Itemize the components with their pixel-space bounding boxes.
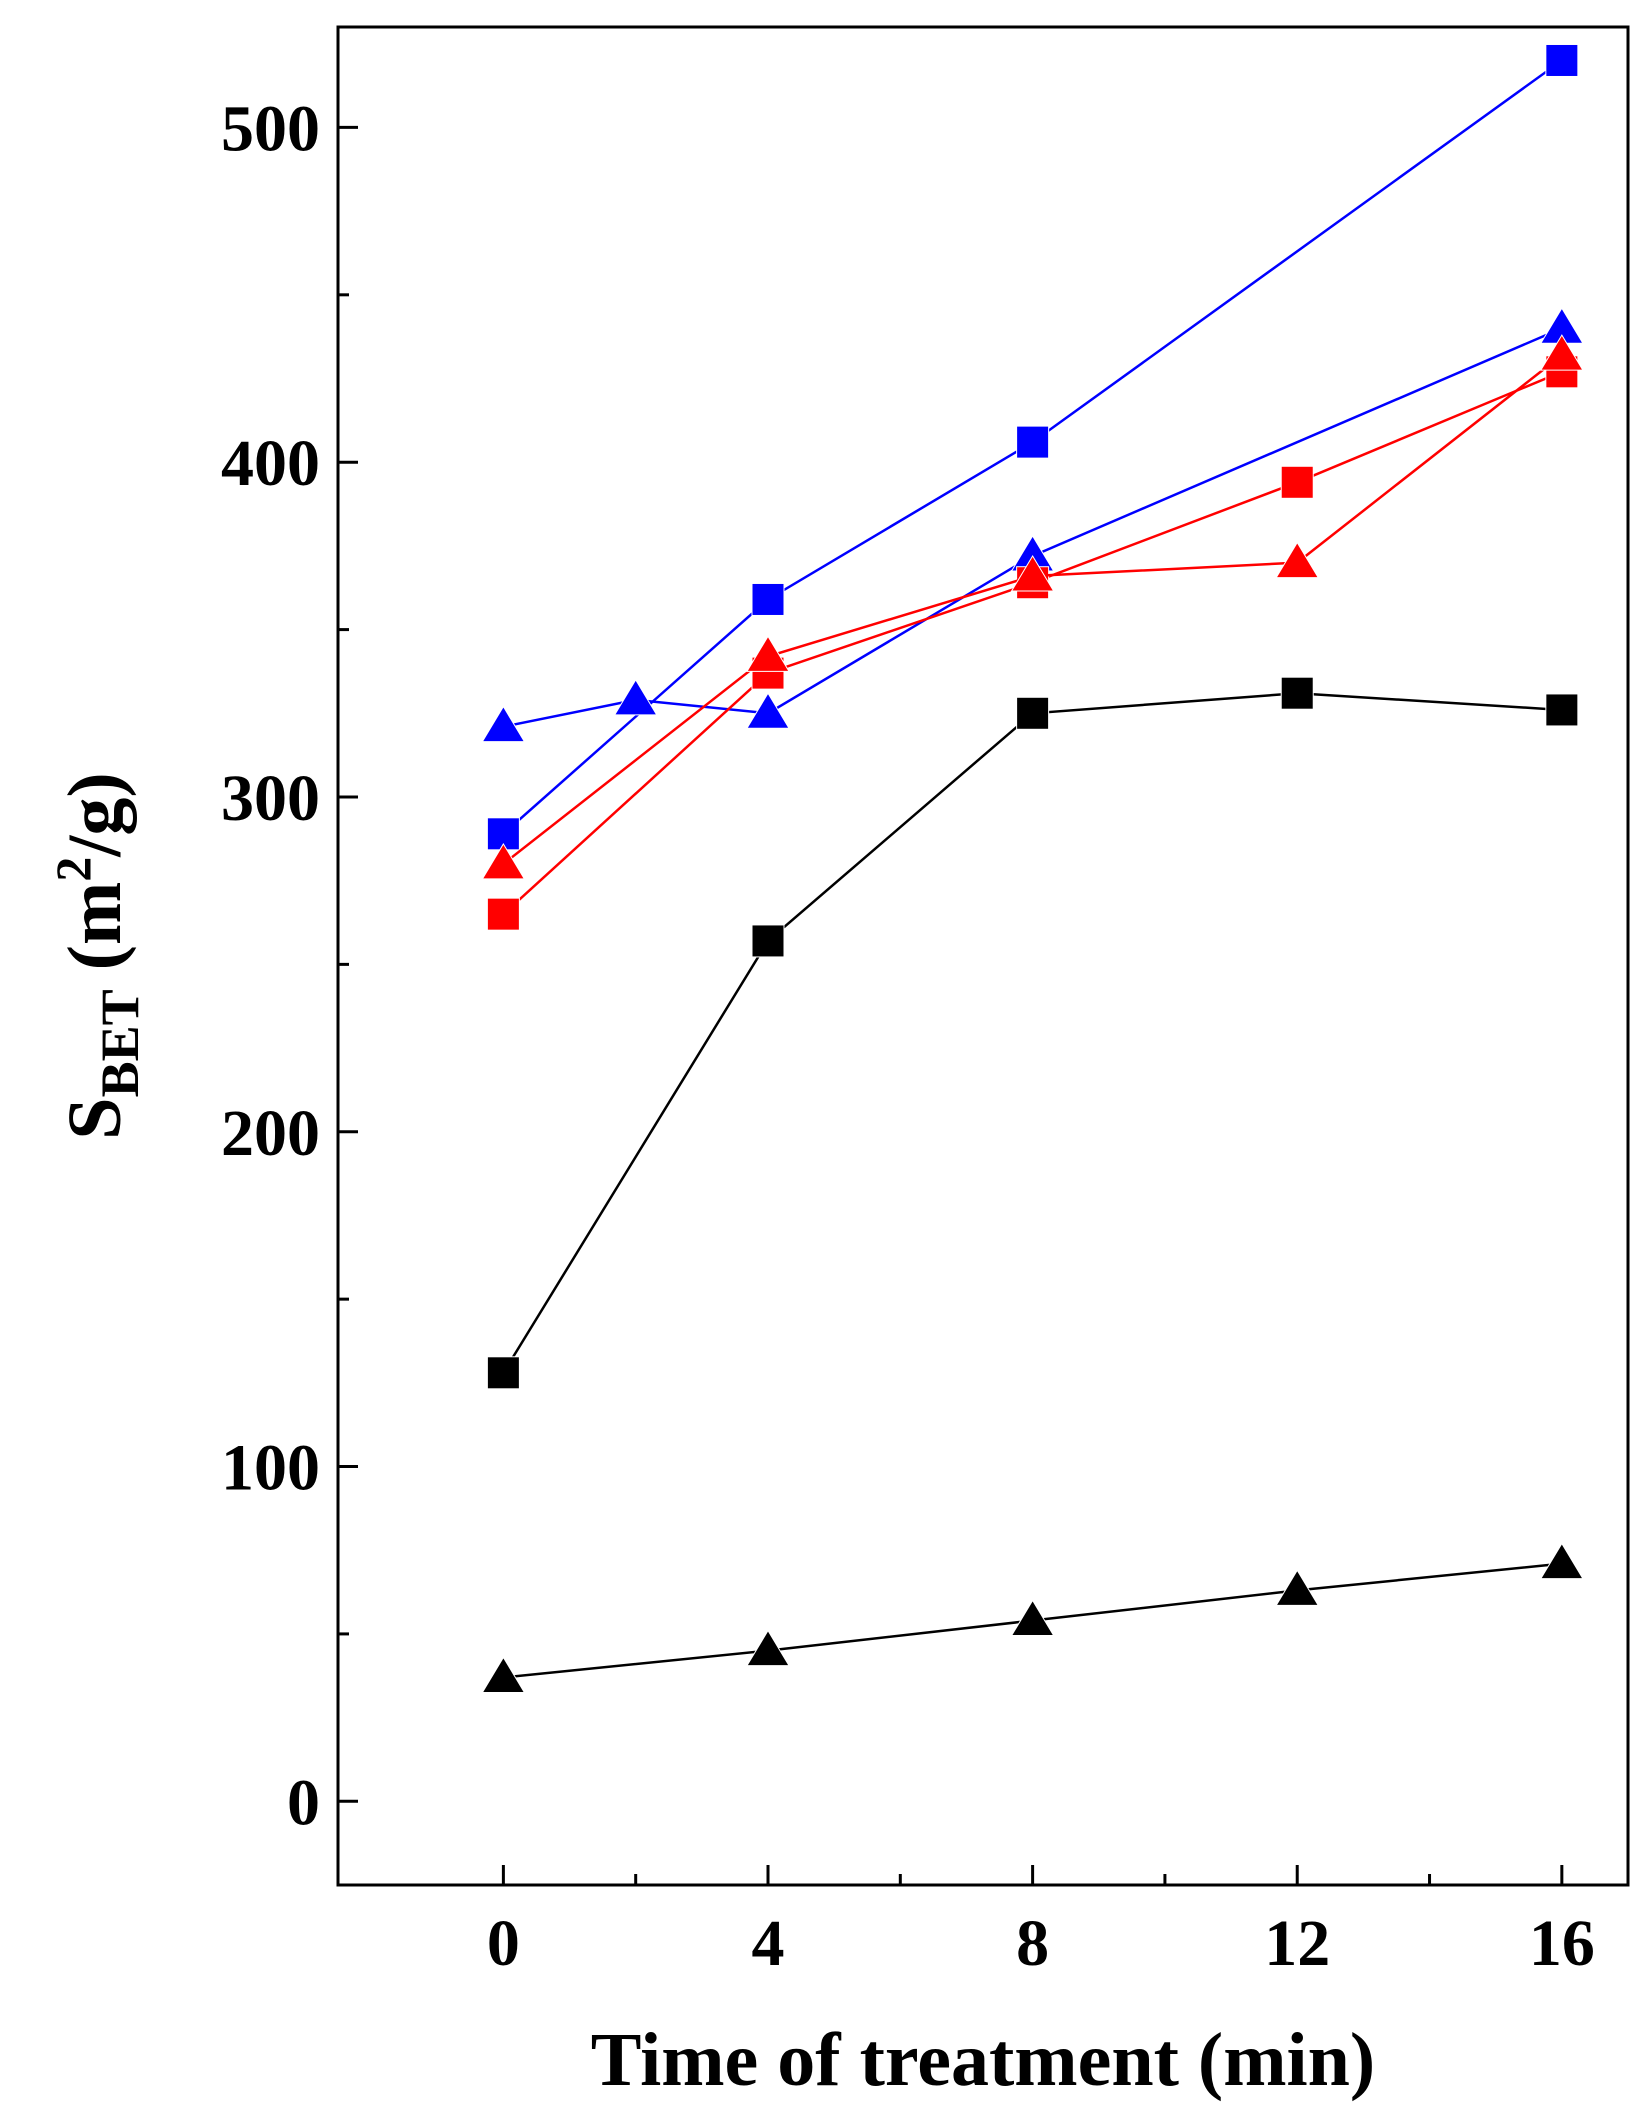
data-series bbox=[481, 43, 1584, 1693]
triangle-marker bbox=[1539, 1542, 1584, 1580]
y-axis-title-unit-close: /g) bbox=[53, 772, 137, 857]
square-marker bbox=[1280, 465, 1314, 499]
plot-frame bbox=[336, 25, 1630, 1887]
triangle-marker bbox=[746, 635, 790, 672]
y-axis-title-subscript: BET bbox=[90, 989, 150, 1097]
triangle-marker bbox=[1275, 1569, 1320, 1606]
x-tick-label: 12 bbox=[1264, 1907, 1330, 1980]
triangle-marker bbox=[746, 692, 790, 729]
x-tick-label: 16 bbox=[1529, 1907, 1595, 1980]
y-tick-label: 500 bbox=[221, 92, 320, 165]
series-blue-triangles bbox=[481, 307, 1584, 743]
triangle-marker bbox=[1539, 334, 1584, 371]
triangle-marker bbox=[481, 842, 526, 880]
x-axis-title: Time of treatment (min) bbox=[591, 2018, 1375, 2102]
series-black-triangles bbox=[481, 1542, 1584, 1693]
square-marker bbox=[751, 924, 785, 958]
x-tick-label: 8 bbox=[1016, 1907, 1049, 1980]
y-tick-label: 300 bbox=[221, 762, 320, 835]
series-line bbox=[502, 691, 1562, 1374]
y-axis-ticks: 0 100 200 300 400 500 bbox=[221, 92, 358, 1839]
series-black-squares bbox=[486, 676, 1579, 1390]
triangle-marker bbox=[1010, 1599, 1055, 1637]
x-axis-ticks: 0 4 8 12 16 bbox=[487, 1865, 1595, 1980]
triangle-marker bbox=[1010, 555, 1055, 592]
triangle-marker bbox=[481, 1656, 526, 1693]
square-marker bbox=[1545, 43, 1579, 77]
square-marker bbox=[486, 1356, 520, 1390]
y-tick-label: 100 bbox=[221, 1432, 320, 1505]
y-axis-title-unit-sup: 2 bbox=[45, 857, 101, 882]
y-tick-label: 0 bbox=[287, 1766, 320, 1839]
triangle-marker bbox=[1275, 541, 1320, 579]
triangle-marker bbox=[613, 678, 658, 716]
square-marker bbox=[1545, 693, 1579, 727]
square-marker bbox=[486, 897, 520, 931]
series-line bbox=[502, 59, 1563, 835]
triangle-marker bbox=[746, 1629, 790, 1667]
y-axis-title: SBET (m2/g) bbox=[45, 772, 150, 1139]
x-tick-label: 0 bbox=[487, 1907, 520, 1980]
y-tick-label: 200 bbox=[221, 1097, 320, 1170]
series-line bbox=[503, 327, 1563, 728]
series-red-triangles bbox=[481, 334, 1584, 880]
triangle-marker bbox=[481, 705, 526, 743]
y-axis-title-unit-open: (m bbox=[53, 882, 137, 990]
y-tick-label: 400 bbox=[221, 427, 320, 500]
square-marker bbox=[751, 582, 785, 616]
square-marker bbox=[1016, 696, 1050, 730]
y-axis-title-main: S bbox=[53, 1097, 137, 1139]
square-marker bbox=[1280, 676, 1314, 710]
square-marker bbox=[1016, 425, 1050, 459]
x-tick-label: 4 bbox=[752, 1907, 785, 1980]
